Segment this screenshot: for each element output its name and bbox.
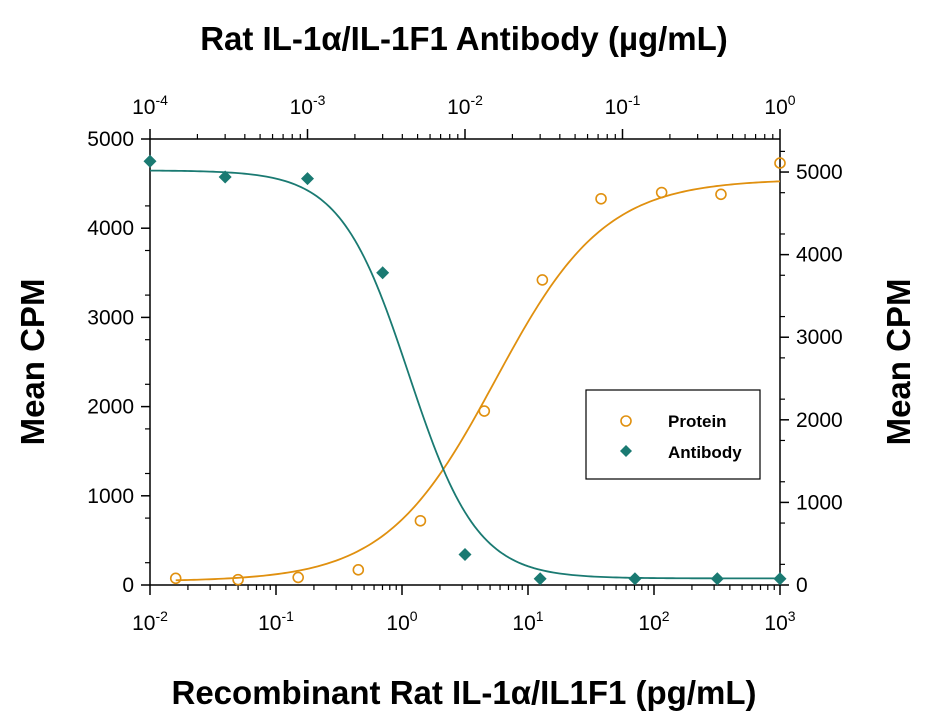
bottom-tick-label: 102 (638, 608, 669, 635)
top-tick-label: 100 (764, 92, 795, 119)
antibody-point (628, 572, 642, 586)
left-tick-label: 3000 (87, 306, 134, 329)
bottom-tick-label: 10-2 (132, 608, 168, 635)
protein-point (352, 564, 365, 576)
antibody-point (710, 572, 724, 586)
right-tick-label: 5000 (796, 161, 843, 184)
fit-curves (149, 169, 781, 582)
antibody-point (218, 170, 232, 184)
top-tick-label: 10-2 (447, 92, 483, 119)
top-tick-label: 10-4 (132, 92, 168, 119)
protein-point (655, 186, 668, 199)
left-tick-label: 5000 (87, 128, 134, 151)
protein-point (292, 571, 304, 584)
protein-point (715, 188, 727, 201)
protein-point (478, 405, 491, 417)
left-axis-title: Mean CPM (14, 279, 51, 446)
top-tick-label: 10-3 (290, 92, 326, 119)
right-tick-label: 3000 (796, 326, 843, 349)
protein-point (169, 572, 182, 585)
antibody-point (143, 154, 157, 168)
left-tick-label: 0 (122, 574, 134, 597)
right-tick-label: 4000 (796, 244, 843, 267)
antibody-point (301, 172, 314, 186)
fit-curve-protein (175, 180, 781, 582)
right-tick-label: 0 (796, 574, 808, 597)
bottom-tick-label: 101 (512, 608, 543, 635)
protein-point (536, 274, 549, 286)
legend-antibody-marker (620, 445, 632, 457)
bottom-tick-label: 10-1 (258, 608, 294, 635)
bottom-tick-label: 100 (386, 608, 417, 635)
data-points (143, 154, 787, 586)
antibody-point (533, 572, 547, 586)
antibody-point (458, 547, 472, 561)
antibody-point (773, 572, 787, 586)
top-tick-label: 10-1 (605, 92, 641, 119)
legend-antibody-label: Antibody (668, 443, 742, 462)
top-axis-title: Rat IL-1α/IL-1F1 Antibody (µg/mL) (200, 20, 728, 57)
legend-box (585, 389, 761, 480)
protein-point (414, 514, 427, 527)
legend-protein-marker (620, 415, 632, 427)
protein-point (595, 192, 607, 205)
left-tick-label: 1000 (87, 485, 134, 508)
left-tick-label: 4000 (87, 217, 134, 240)
protein-point (232, 573, 244, 586)
bottom-axis-title: Recombinant Rat IL-1α/IL1F1 (pg/mL) (172, 674, 757, 711)
protein-point (774, 157, 786, 169)
right-tick-label: 2000 (796, 409, 843, 432)
antibody-point (376, 266, 390, 280)
right-axis-title: Mean CPM (880, 279, 917, 446)
bottom-tick-label: 103 (764, 608, 795, 635)
right-tick-label: 1000 (796, 491, 843, 514)
left-tick-label: 2000 (87, 396, 134, 419)
legend-protein-label: Protein (668, 412, 727, 431)
legend: Protein Antibody (585, 389, 761, 480)
fit-curve-antibody (149, 169, 780, 580)
